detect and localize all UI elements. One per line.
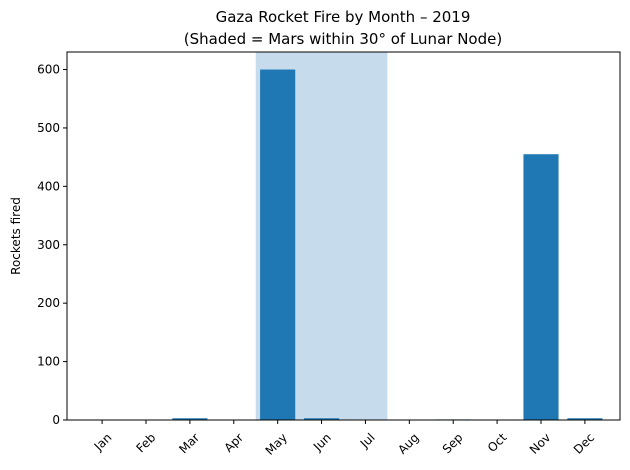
bar-may (260, 69, 296, 421)
x-tick-label: Jun (310, 430, 334, 454)
plot-frame (66, 51, 621, 421)
x-tick-label: Aug (395, 430, 421, 456)
bar-nov (523, 154, 559, 420)
x-tick-label: Apr (222, 430, 247, 455)
y-tick-label: 100 (37, 355, 60, 369)
y-tick-label: 0 (52, 413, 60, 427)
y-tick-label: 600 (37, 63, 60, 77)
x-tick-label: Jan (91, 430, 115, 454)
y-tick-label: 300 (37, 238, 60, 252)
x-tick-label: Dec (571, 430, 597, 456)
plot-area: 0 100 200 300 400 500 600 Jan Feb Mar Apr May Jun Jul… (37, 51, 621, 458)
x-tick-label: Oct (485, 430, 510, 455)
chart-title-line2: (Shaded = Mars within 30° of Lunar Node) (184, 30, 502, 48)
y-tick-label: 500 (37, 121, 60, 135)
x-tick-label: Nov (527, 430, 553, 456)
x-tick-label: Sep (440, 430, 466, 456)
x-tick-label: Feb (133, 430, 158, 455)
x-tick-label: May (263, 430, 290, 457)
x-tick-label: Mar (176, 430, 202, 456)
chart-title-line1: Gaza Rocket Fire by Month – 2019 (216, 8, 471, 26)
y-tick-label: 400 (37, 179, 60, 193)
y-tick-label: 200 (37, 296, 60, 310)
bar-mar (172, 418, 208, 420)
y-axis-label: Rockets fired (9, 197, 23, 275)
x-tick-label: Jul (357, 430, 378, 451)
bar-dec (567, 418, 603, 420)
bar-jun (304, 418, 340, 420)
